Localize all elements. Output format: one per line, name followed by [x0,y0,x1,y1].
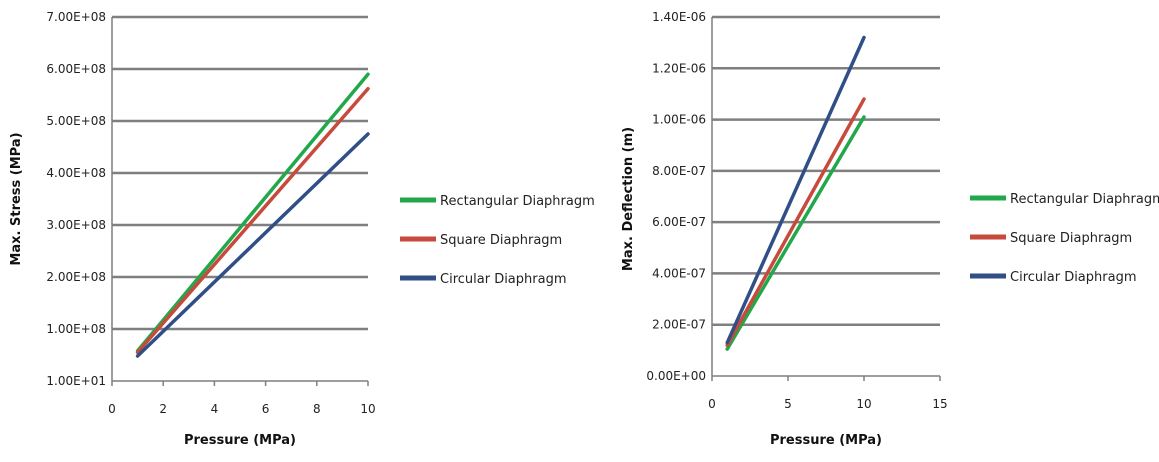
deflection-y-tick-label: 1.00E-06 [652,113,706,127]
stress-y-axis-title: Max. Stress (MPa) [9,132,24,265]
deflection-legend-label: Square Diaphragm [1010,231,1132,246]
deflection-chart: 0.00E+00 2.00E-07 4.00E-07 6.00E-07 8.00E-07… [621,10,1159,448]
deflection-y-tick-label: 4.00E-07 [652,266,706,280]
stress-y-tick-label: 1.00E+01 [46,374,106,388]
stress-legend-label: Circular Diaphragm [440,272,567,287]
stress-y-tick-label: 2.00E+08 [46,270,106,284]
stress-x-axis-title: Pressure (MPa) [184,433,296,448]
stress-y-tick-label: 5.00E+08 [46,114,106,128]
deflection-x-tick-label: 10 [856,397,871,411]
deflection-series-rectangular-diaphragm [725,115,866,351]
deflection-y-tick-label: 1.20E-06 [652,61,706,75]
deflection-legend-label: Rectangular Diaphragm [1010,192,1159,207]
stress-series-square-diaphragm [135,87,370,355]
stress-x-tick-label: 6 [262,402,270,416]
stress-legend-label: Square Diaphragm [440,233,562,248]
stress-x-tick-label: 0 [108,402,116,416]
stress-x-tick-label: 10 [360,402,375,416]
deflection-y-tick-label: 1.40E-06 [652,10,706,24]
stress-x-tick-label: 2 [159,402,167,416]
stress-series-circular-diaphragm [135,132,370,358]
deflection-x-tick-label: 0 [708,397,716,411]
stress-series-rectangular-diaphragm [135,72,370,353]
deflection-y-tick-label: 2.00E-07 [652,318,706,332]
deflection-y-tick-label: 6.00E-07 [652,215,706,229]
stress-y-tick-label: 3.00E+08 [46,218,106,232]
deflection-y-tick-label: 8.00E-07 [652,164,706,178]
deflection-x-tick-label: 5 [784,397,792,411]
deflection-series-square-diaphragm [725,97,866,347]
deflection-x-axis-title: Pressure (MPa) [770,433,882,448]
stress-y-tick-label: 6.00E+08 [46,62,106,76]
stress-y-tick-label: 1.00E+08 [46,322,106,336]
deflection-y-axis-title: Max. Deflection (m) [621,127,636,271]
deflection-series-circular-diaphragm [725,35,866,345]
stress-x-tick-label: 4 [211,402,219,416]
stress-chart: 1.00E+01 1.00E+08 2.00E+08 3.00E+08 4.00E+08… [9,10,595,448]
deflection-legend-label: Circular Diaphragm [1010,270,1137,285]
stress-y-tick-label: 7.00E+08 [46,10,106,24]
stress-y-tick-label: 4.00E+08 [46,166,106,180]
stress-legend: Rectangular Diaphragm Square Diaphragm Cir… [400,194,595,287]
stress-x-tick-label: 8 [313,402,321,416]
stress-legend-label: Rectangular Diaphragm [440,194,595,209]
deflection-legend: Rectangular Diaphragm Square Diaphragm Cir… [970,192,1159,285]
deflection-x-tick-label: 15 [932,397,947,411]
deflection-y-tick-label: 0.00E+00 [646,369,706,383]
